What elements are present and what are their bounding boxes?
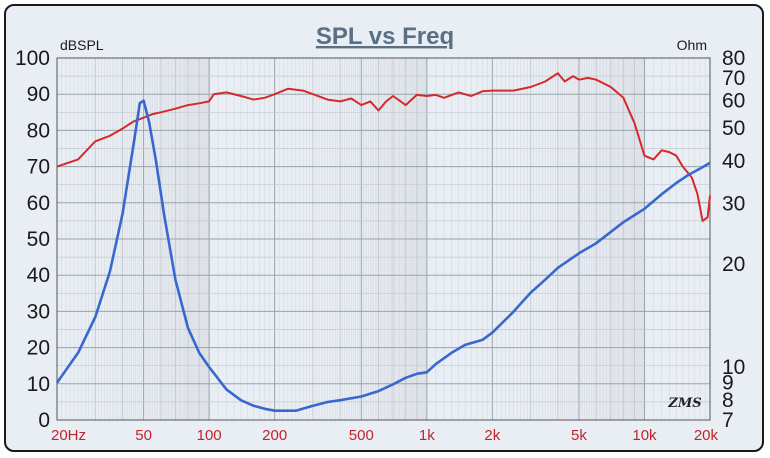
left-tick-label: 70 <box>27 156 50 179</box>
left-axis-tick-labels: 0 10 20 30 40 50 60 70 80 90 100 <box>15 47 50 432</box>
left-tick-label: 30 <box>27 300 50 323</box>
plot-border <box>56 57 711 421</box>
x-tick-label: 200 <box>262 427 287 444</box>
right-tick-label: 70 <box>722 67 745 90</box>
right-axis-unit: Ohm <box>677 37 707 53</box>
right-tick-label: 9 <box>722 372 734 395</box>
left-axis-unit: dBSPL <box>60 37 104 53</box>
right-tick-label: 7 <box>722 409 734 432</box>
right-tick-label: 20 <box>722 253 745 276</box>
x-tick-label: 20k <box>694 427 719 444</box>
chart-title: SPL vs Freq <box>316 23 454 50</box>
right-tick-label: 80 <box>722 47 745 70</box>
grid-lines <box>56 57 711 421</box>
x-axis-tick-labels: 20Hz 50 100 200 500 1k 2k 5k 10k 20k <box>51 427 718 444</box>
brand-logo: ZMS <box>667 396 701 411</box>
curves <box>55 72 711 412</box>
x-tick-label: 500 <box>349 427 374 444</box>
x-tick-label: 1k <box>419 427 435 444</box>
left-tick-label: 100 <box>15 47 50 70</box>
impedance-curve <box>55 99 711 412</box>
left-tick-label: 60 <box>27 192 50 215</box>
left-tick-label: 90 <box>27 83 50 106</box>
right-tick-label: 8 <box>722 389 734 412</box>
left-tick-label: 10 <box>27 373 50 396</box>
right-tick-label: 30 <box>722 193 745 216</box>
x-tick-label: 100 <box>197 427 222 444</box>
x-tick-label: 20Hz <box>51 427 86 444</box>
left-tick-label: 0 <box>38 409 50 432</box>
x-tick-label: 50 <box>135 427 152 444</box>
left-tick-label: 50 <box>27 228 50 251</box>
x-tick-label: 2k <box>484 427 500 444</box>
x-tick-label: 5k <box>571 427 587 444</box>
right-tick-label: 40 <box>722 150 745 173</box>
left-tick-label: 40 <box>27 264 50 287</box>
left-tick-label: 20 <box>27 337 50 360</box>
right-tick-label: 10 <box>722 356 745 379</box>
x-tick-label: 10k <box>632 427 657 444</box>
left-tick-label: 80 <box>27 119 50 142</box>
right-tick-label: 50 <box>722 117 745 140</box>
right-tick-label: 60 <box>722 90 745 113</box>
spl-curve <box>56 72 711 222</box>
